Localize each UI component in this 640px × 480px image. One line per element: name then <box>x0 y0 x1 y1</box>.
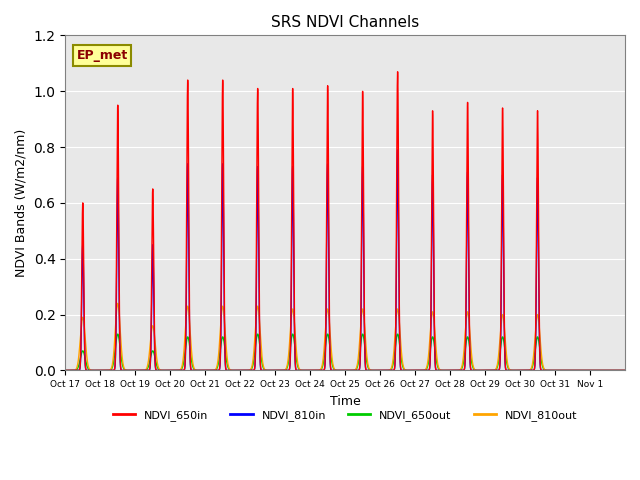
NDVI_810out <box>506 367 514 373</box>
NDVI_810in <box>61 368 69 373</box>
Text: EP_met: EP_met <box>76 49 128 62</box>
NDVI_650out <box>90 368 97 373</box>
NDVI_650out <box>393 335 401 340</box>
NDVI_810out <box>417 368 425 373</box>
NDVI_810in <box>476 368 484 373</box>
Line: NDVI_650out: NDVI_650out <box>65 334 625 371</box>
NDVI_810in <box>572 368 579 373</box>
NDVI_810out <box>621 368 629 373</box>
NDVI_650out <box>264 368 272 373</box>
NDVI_810out <box>90 368 97 373</box>
NDVI_650in <box>392 217 400 223</box>
NDVI_650out <box>61 368 69 373</box>
NDVI_650in <box>264 368 272 373</box>
NDVI_810out <box>114 300 122 306</box>
NDVI_650in <box>90 368 97 373</box>
NDVI_650in <box>572 368 579 373</box>
NDVI_810in <box>90 368 97 373</box>
NDVI_650out <box>417 368 425 373</box>
NDVI_650out <box>506 367 514 373</box>
NDVI_650in <box>506 368 514 373</box>
NDVI_810in <box>392 256 400 262</box>
Line: NDVI_650in: NDVI_650in <box>65 72 625 371</box>
NDVI_650in <box>621 368 629 373</box>
X-axis label: Time: Time <box>330 395 360 408</box>
NDVI_810in <box>506 368 514 373</box>
NDVI_810in <box>264 368 272 373</box>
NDVI_650in <box>61 368 69 373</box>
Y-axis label: NDVI Bands (W/m2/nm): NDVI Bands (W/m2/nm) <box>15 129 28 277</box>
Title: SRS NDVI Channels: SRS NDVI Channels <box>271 15 419 30</box>
Legend: NDVI_650in, NDVI_810in, NDVI_650out, NDVI_810out: NDVI_650in, NDVI_810in, NDVI_650out, NDV… <box>108 406 582 425</box>
NDVI_650in <box>476 368 484 373</box>
Line: NDVI_810out: NDVI_810out <box>65 303 625 371</box>
Line: NDVI_810in: NDVI_810in <box>65 150 625 371</box>
NDVI_810out <box>61 368 69 373</box>
NDVI_810out <box>476 368 484 373</box>
NDVI_650in <box>417 368 425 373</box>
NDVI_650out <box>476 368 484 373</box>
NDVI_810out <box>264 368 272 373</box>
NDVI_810in <box>394 147 401 153</box>
NDVI_810in <box>621 368 629 373</box>
NDVI_650out <box>621 368 629 373</box>
NDVI_650in <box>394 69 401 75</box>
NDVI_650out <box>114 331 122 337</box>
NDVI_810in <box>417 368 425 373</box>
NDVI_810out <box>393 312 401 318</box>
